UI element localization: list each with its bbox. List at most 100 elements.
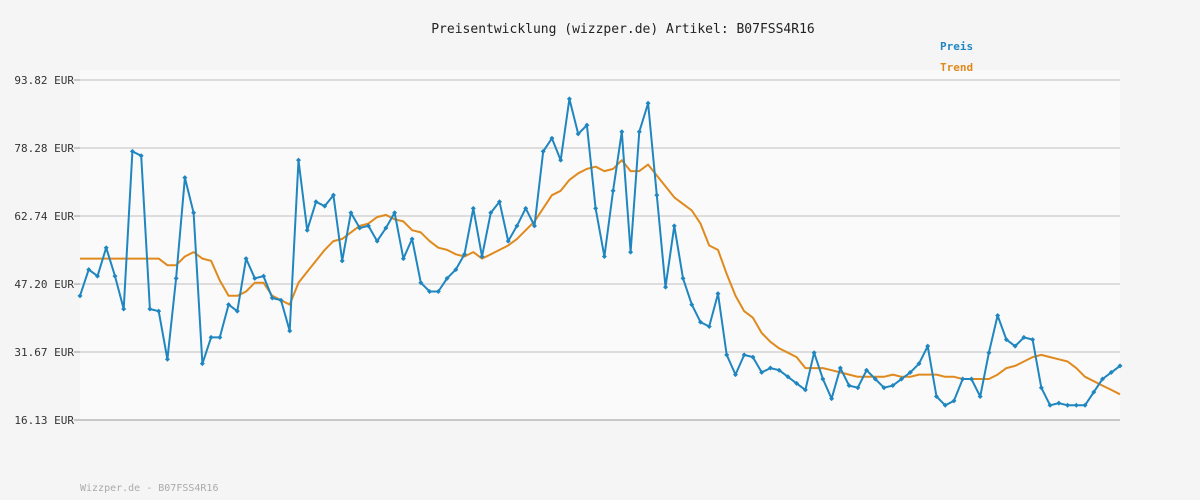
data-point-preis (226, 302, 232, 308)
data-point-preis (1073, 402, 1079, 408)
data-point-preis (505, 238, 511, 244)
data-point-preis (1038, 385, 1044, 391)
data-point-preis (995, 313, 1001, 319)
data-point-preis (330, 192, 336, 198)
data-point-preis (462, 251, 468, 257)
data-point-preis (243, 256, 249, 262)
data-point-preis (523, 205, 529, 211)
data-point-preis (899, 376, 905, 382)
data-point-preis (488, 210, 494, 216)
data-point-preis (820, 376, 826, 382)
y-tick-label: 62.74 EUR (14, 210, 74, 223)
data-point-preis (138, 153, 144, 159)
data-point-preis (208, 334, 214, 340)
data-point-preis (339, 258, 345, 264)
data-point-preis (357, 225, 363, 231)
data-point-preis (698, 319, 704, 325)
data-point-preis (1117, 363, 1123, 369)
y-tick-label: 31.67 EUR (14, 346, 74, 359)
data-point-preis (645, 100, 651, 106)
data-point-preis (1056, 400, 1062, 406)
y-axis-ticks: 93.82 EUR 78.28 EUR 62.74 EUR 47.20 EUR 31.6… (14, 74, 80, 427)
data-point-preis (1100, 376, 1106, 382)
data-point-preis (287, 328, 293, 334)
data-point-preis (872, 376, 878, 382)
data-point-preis (156, 308, 162, 314)
data-point-preis (671, 223, 677, 229)
data-point-preis (715, 291, 721, 297)
data-point-preis (916, 361, 922, 367)
data-point-preis (1047, 402, 1053, 408)
data-point-preis (199, 361, 205, 367)
data-point-preis (234, 308, 240, 314)
data-point-preis (1030, 337, 1036, 343)
series-line-trend (80, 159, 1121, 396)
data-point-preis (86, 267, 92, 273)
data-point-preis (706, 323, 712, 329)
data-point-preis (453, 267, 459, 273)
data-point-preis (968, 376, 974, 382)
data-point-preis (925, 343, 931, 349)
data-point-preis (933, 393, 939, 399)
data-point-preis (348, 210, 354, 216)
data-point-preis (112, 273, 118, 279)
data-point-preis (322, 203, 328, 209)
data-point-preis (1065, 402, 1071, 408)
data-point-preis (829, 396, 835, 402)
data-point-preis (855, 385, 861, 391)
data-point-preis (558, 157, 564, 163)
data-point-preis (313, 199, 319, 205)
data-point-preis (890, 383, 896, 389)
data-point-preis (1108, 369, 1114, 375)
data-point-preis (628, 249, 634, 255)
data-point-preis (365, 223, 371, 229)
data-point-preis (610, 188, 616, 194)
data-point-preis (121, 306, 127, 312)
data-point-preis (435, 288, 441, 294)
y-tick-label: 16.13 EUR (14, 414, 74, 427)
data-point-preis (846, 383, 852, 389)
data-point-preis (278, 297, 284, 303)
data-point-preis (94, 273, 100, 279)
data-point-preis (496, 199, 502, 205)
data-point-preis (129, 148, 135, 154)
data-point-preis (427, 288, 433, 294)
series-group (77, 96, 1123, 408)
data-point-preis (663, 284, 669, 290)
legend-label-trend: Trend (940, 61, 973, 74)
data-point-preis (418, 280, 424, 286)
data-point-preis (1021, 334, 1027, 340)
data-point-preis (1003, 337, 1009, 343)
data-point-preis (77, 293, 83, 299)
chart-title: Preisentwicklung (wizzper.de) Artikel: B… (431, 22, 815, 37)
data-point-preis (217, 334, 223, 340)
data-point-preis (374, 238, 380, 244)
data-point-preis (269, 295, 275, 301)
data-point-preis (566, 96, 572, 102)
data-point-preis (173, 275, 179, 281)
data-point-preis (479, 253, 485, 259)
data-point-preis (776, 367, 782, 373)
data-point-preis (304, 227, 310, 233)
data-point-preis (619, 129, 625, 135)
data-point-preis (409, 236, 415, 242)
data-point-preis (470, 205, 476, 211)
data-point-preis (182, 175, 188, 181)
data-point-preis (759, 369, 765, 375)
data-point-preis (654, 192, 660, 198)
data-point-preis (767, 365, 773, 371)
data-point-preis (400, 256, 406, 262)
data-point-preis (164, 356, 170, 362)
data-point-preis (785, 374, 791, 380)
data-point-preis (811, 350, 817, 356)
data-point-preis (593, 205, 599, 211)
y-tick-label: 47.20 EUR (14, 278, 74, 291)
legend-label-preis: Preis (940, 40, 973, 53)
data-point-preis (584, 122, 590, 128)
plot-area (80, 70, 1120, 420)
data-point-preis (147, 306, 153, 312)
data-point-preis (1012, 343, 1018, 349)
data-point-preis (881, 385, 887, 391)
data-point-preis (295, 157, 301, 163)
